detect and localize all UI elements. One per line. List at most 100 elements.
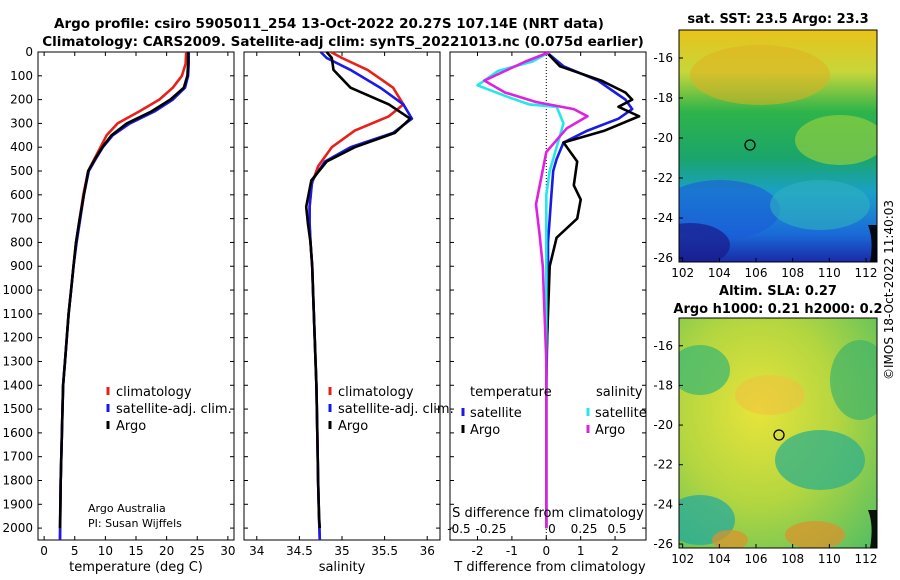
depth-tick-label: 1300 [2,354,33,368]
difference-series-t-argo [545,51,641,529]
depth-tick-label: 1600 [2,426,33,440]
diff-s-tick-label: 0 [548,522,556,536]
figure-title-line1: Argo profile: csiro 5905011_254 13-Oct-2… [54,16,604,32]
diff-legend-t-label: satellite [470,406,522,421]
sst_map-lon-label: 102 [671,266,694,280]
sst-argo-marker [744,139,756,151]
depth-tick-label: 300 [10,116,33,130]
sla-argo-marker [773,429,785,441]
credit-line1: Argo Australia [88,502,166,515]
diff-legend-temperature-title: temperature [470,385,552,400]
sst_map-lat-label: -24 [653,211,673,225]
sst-map-title: sat. SST: 23.5 Argo: 23.3 [687,12,868,27]
difference-xtick-label: 1 [577,544,585,558]
difference-xlabel: T difference from climatology [453,560,646,575]
sla_map-lat-label: -16 [653,339,673,353]
temperature-xtick-label: 10 [98,544,113,558]
sst_map-lat-label: -16 [653,51,673,65]
salinity-legend-label: climatology [338,385,414,400]
depth-tick-label: 1400 [2,378,33,392]
sla_map-lat-label: -20 [653,418,673,432]
depth-tick-label: 1700 [2,450,33,464]
depth-tick-label: 1100 [2,307,33,321]
salinity-panel: 34 34.5 35 35.5 36 salinity [243,50,441,575]
salinity-series-argo [304,51,412,529]
depth-tick-label: 400 [10,140,33,154]
difference-series-s-satellite [476,50,565,529]
salinity-xtick-label: 36 [420,544,435,558]
depth-tick-label: 0 [25,45,33,59]
diff-legend-salinity-title: salinity [596,385,643,400]
difference-xtick-label: -2 [472,544,484,558]
sst_map-lat-label: -18 [653,91,673,105]
difference-series-s-argo [483,50,589,529]
salinity-series-climatology [308,50,405,541]
difference-xtick-label: -1 [506,544,518,558]
temperature-legend-label: satellite-adj. clim. [116,402,232,417]
sla_map-lat-label: -26 [653,537,673,551]
sst_map-lat-label: -26 [653,251,673,265]
sla-map: Altim. SLA: 0.27 Argo h1000: 0.21 h2000:… [653,284,882,566]
depth-tick-label: 700 [10,212,33,226]
difference-panel: -2 -1 0 1 2 T difference from climatology [449,50,647,575]
sst_map-lat-label: -20 [653,131,673,145]
depth-tick-label: 1900 [2,497,33,511]
sst_map-lon-label: 104 [708,266,731,280]
sla-map-title: Altim. SLA: 0.27 [719,284,837,299]
depth-tick-label: 600 [10,188,33,202]
depth-tick-label: 1200 [2,331,33,345]
depth-tick-label: 100 [10,69,33,83]
temperature-xtick-label: 5 [71,544,79,558]
temperature-xlabel: temperature (deg C) [69,560,203,575]
salinity-series-satellite-adj-clim- [308,51,414,541]
sla_map-lon-label: 110 [818,552,841,566]
diff-s-tick-label: 0.5 [607,522,626,536]
sla_map-lat-label: -22 [653,458,673,472]
temperature-legend-label: Argo [116,419,146,434]
sla_map-lon-label: 104 [708,552,731,566]
temperature-panel: 0 5 10 15 20 25 300100200300400500600700800900… [2,45,235,575]
sst_map-lat-label: -22 [653,171,673,185]
temperature-xtick-label: 0 [40,544,48,558]
credit-line2: PI: Susan Wijffels [88,517,182,530]
temperature-xtick-label: 25 [190,544,205,558]
temperature-legend-label: climatology [116,385,192,400]
salinity-axes-frame [243,51,441,541]
diff-s-tick-label: -0.5 [447,522,470,536]
temperature-xtick-label: 15 [128,544,143,558]
sst_map-lon-label: 106 [745,266,768,280]
depth-tick-label: 200 [10,93,33,107]
depth-tick-label: 900 [10,259,33,273]
sla_map-lat-label: -24 [653,497,673,511]
temperature-axes-frame [37,51,235,541]
salinity-legend-label: satellite-adj. clim. [338,402,454,417]
sst_map-lon-label: 112 [855,266,878,280]
sla_map-lat-label: -18 [653,378,673,392]
sla-map-subtitle: Argo h1000: 0.21 h2000: 0.2 [673,302,882,317]
temperature-series-argo [58,52,190,529]
sla_map-lon-label: 112 [855,552,878,566]
difference-xtick-label: 2 [611,544,619,558]
temperature-xtick-label: 30 [220,544,235,558]
figure-title-line2: Climatology: CARS2009. Satellite-adj cli… [42,34,644,50]
diff-legend-t-label: Argo [470,423,500,438]
salinity-xlabel: salinity [319,560,366,575]
depth-tick-label: 2000 [2,521,33,535]
diff-s-tick-label: -0.25 [475,522,506,536]
diff-s-tick-label: 0.25 [571,522,598,536]
difference-xtick-label: 0 [542,544,550,558]
diff-s-xlabel: S difference from climatology [452,506,644,521]
sst_map-lon-label: 108 [781,266,804,280]
depth-tick-label: 1000 [2,283,33,297]
depth-tick-label: 1800 [2,473,33,487]
sst-map: sat. SST: 23.5 Argo: 23.3 102 104 106 108 11… [653,12,878,280]
temperature-xtick-label: 20 [159,544,174,558]
sla_map-lon-label: 102 [671,552,694,566]
salinity-xtick-label: 35.5 [371,544,398,558]
salinity-xtick-label: 34.5 [286,544,313,558]
salinity-xtick-label: 35 [334,544,349,558]
depth-tick-label: 1500 [2,402,33,416]
sla_map-lon-label: 108 [781,552,804,566]
sst_map-lon-label: 110 [818,266,841,280]
